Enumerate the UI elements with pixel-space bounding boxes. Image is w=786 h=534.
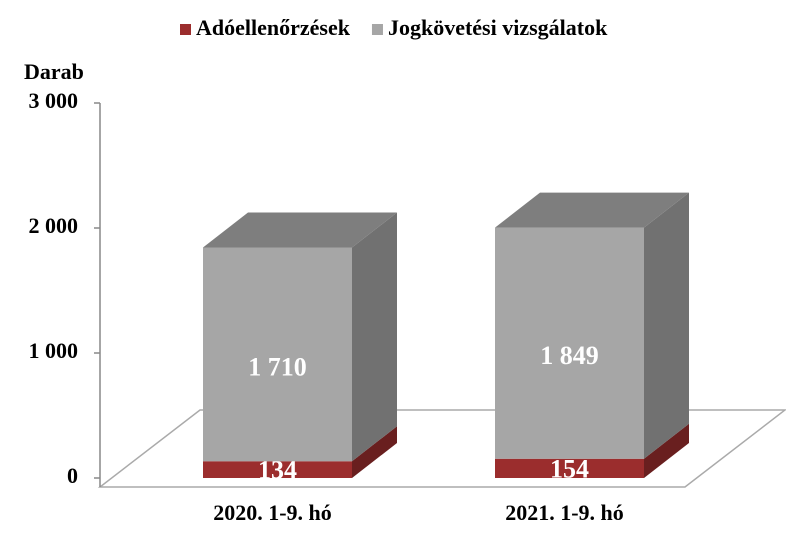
legend-swatch [371,24,383,35]
bar-segment [495,458,644,478]
y-axis-label: Darab [24,59,84,84]
y-tick-label: 0 [67,463,78,488]
data-label: 154 [550,454,589,483]
legend-label: Adóellenőrzések [196,15,351,40]
data-label: 1 710 [248,352,307,381]
bar-side [644,192,689,459]
bar-side [352,212,397,462]
bar-segment [203,247,352,462]
legend-swatch [180,24,191,35]
data-label: 1 849 [540,341,599,370]
bar-top [203,212,397,248]
y-tick-label: 1 000 [29,338,79,363]
bar-side [352,426,397,478]
bar-side [644,423,689,478]
x-tick-label: 2021. 1-9. hó [505,500,624,525]
y-tick-label: 3 000 [29,88,79,113]
bar-top [495,192,689,228]
legend-label: Jogkövetési vizsgálatok [388,15,608,40]
x-tick-label: 2020. 1-9. hó [213,500,332,525]
bar-segment [203,461,352,478]
y-tick-label: 2 000 [29,213,79,238]
bar-segment [495,227,644,459]
